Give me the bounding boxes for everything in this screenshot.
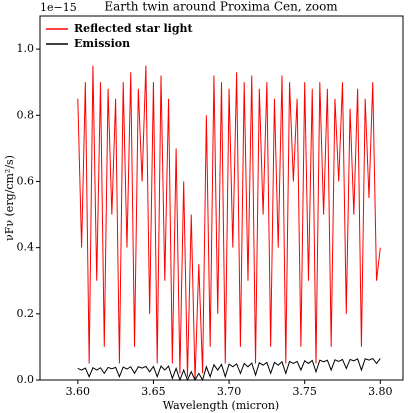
y-offset-label: 1e−15 [40, 1, 77, 14]
x-tick-label: 3.65 [141, 385, 166, 398]
legend-label: Reflected star light [74, 22, 194, 35]
x-tick-label: 3.60 [66, 385, 91, 398]
plot-frame [39, 15, 404, 381]
y-tick-label: 0.0 [17, 373, 35, 386]
series-line [77, 357, 381, 382]
x-tick-label: 3.75 [292, 385, 317, 398]
y-tick-label: 0.8 [17, 108, 35, 121]
y-tick-label: 0.6 [17, 174, 35, 187]
x-tick-label: 3.80 [368, 385, 393, 398]
legend-label: Emission [74, 37, 130, 50]
y-tick-label: 0.4 [17, 241, 35, 254]
chart-title: Earth twin around Proxima Cen, zoom [104, 0, 338, 14]
series-line [77, 65, 381, 381]
y-tick-label: 1.0 [17, 42, 35, 55]
x-axis-label: Wavelength (micron) [163, 399, 279, 412]
y-tick-label: 0.2 [17, 307, 35, 320]
x-tick-label: 3.70 [217, 385, 242, 398]
y-axis-label: νFν (erg/cm²/s) [3, 155, 16, 241]
